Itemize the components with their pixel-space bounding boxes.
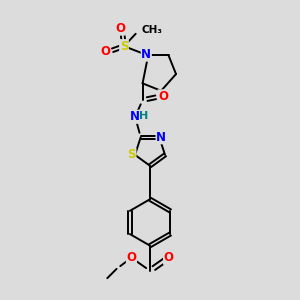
Text: N: N [156,131,166,144]
Text: O: O [100,45,110,58]
Text: N: N [130,110,140,123]
Text: N: N [141,48,151,61]
Text: O: O [158,90,168,103]
Text: H: H [139,111,148,121]
Text: S: S [120,40,128,53]
Text: O: O [126,251,136,264]
Text: O: O [115,22,125,35]
Text: S: S [128,148,136,161]
Text: CH₃: CH₃ [142,26,163,35]
Text: O: O [164,251,174,264]
